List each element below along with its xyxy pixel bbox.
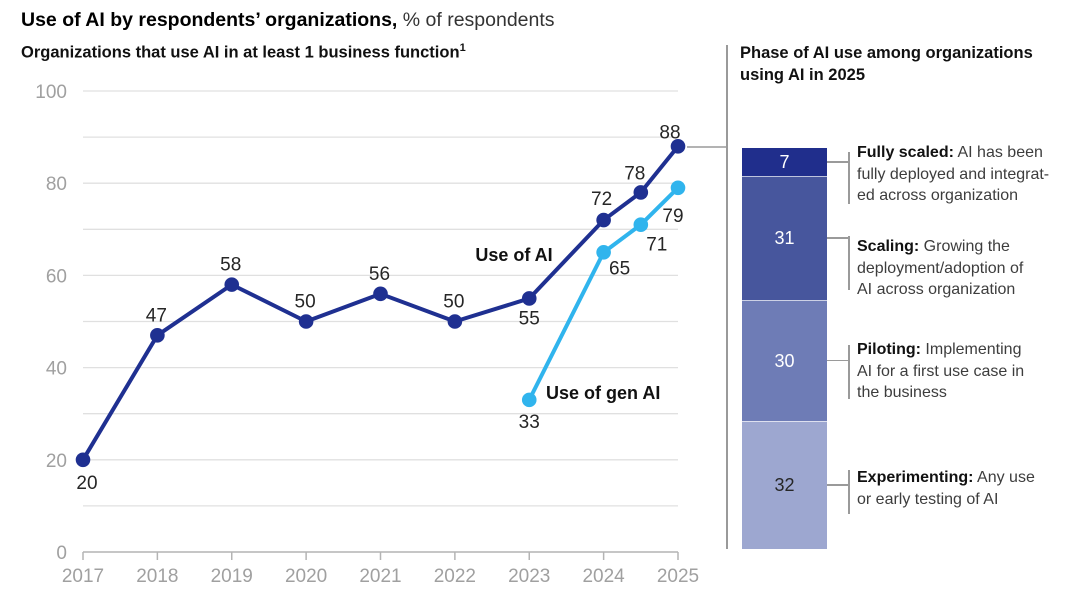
x-axis-tick-label: 2021 <box>359 566 401 587</box>
phase-connector-line <box>827 161 848 163</box>
data-point-label: 50 <box>443 292 464 313</box>
x-axis-tick-label: 2025 <box>657 566 699 587</box>
x-axis-tick-label: 2020 <box>285 566 327 587</box>
bar-segment-value: 30 <box>774 350 795 371</box>
data-point-label: 72 <box>591 189 612 210</box>
stacked-bar: 7 31 30 32 <box>742 148 827 549</box>
y-axis-tick-label: 100 <box>35 82 67 103</box>
phase-term: Scaling: <box>857 238 920 255</box>
y-axis-tick-label: 0 <box>56 543 67 564</box>
phase-label-fully-scaled: Fully scaled: AI has been fully deployed… <box>857 142 1080 207</box>
bar-segment-fully-scaled: 7 <box>742 148 827 177</box>
data-point-use-of-ai <box>596 212 611 228</box>
bar-segment-value: 32 <box>774 474 795 495</box>
data-point-label: 78 <box>624 163 645 184</box>
bar-segment-scaling: 31 <box>742 176 827 301</box>
page-title-unit: % of respondents <box>397 9 555 31</box>
series-label-use-of-ai: Use of AI <box>475 245 552 265</box>
chart-subtitle: Organizations that use AI in at least 1 … <box>21 42 466 63</box>
data-point-label: 56 <box>369 264 390 285</box>
phase-term: Experimenting: <box>857 469 974 486</box>
x-axis-tick-label: 2017 <box>62 566 104 587</box>
phase-term: Fully scaled: <box>857 144 954 161</box>
x-axis-tick-label: 2024 <box>582 566 625 587</box>
series-line-use-of-ai <box>81 144 680 462</box>
phase-bracket-line <box>848 236 850 290</box>
data-point-label: 65 <box>609 258 630 279</box>
data-point-use-of-ai <box>373 286 388 302</box>
x-axis-tick-label: 2022 <box>434 566 476 587</box>
data-point-label: 58 <box>220 255 241 276</box>
phase-connector-line <box>827 359 848 362</box>
data-point-use-of-gen-ai <box>521 392 537 408</box>
phase-connector-line <box>827 484 848 486</box>
phase-label-piloting: Piloting: Implementing AI for a first us… <box>857 339 1080 404</box>
data-point-use-of-ai <box>633 185 649 200</box>
y-axis-tick-label: 40 <box>46 359 67 380</box>
data-point-use-of-ai <box>447 314 463 329</box>
data-point-label: 88 <box>659 122 680 143</box>
bar-segment-experimenting: 32 <box>742 420 827 549</box>
data-point-use-of-ai <box>521 291 537 306</box>
bar-segment-value: 7 <box>779 151 790 172</box>
y-axis-tick-label: 60 <box>46 266 67 287</box>
data-point-label: 50 <box>295 292 316 313</box>
data-point-label: 55 <box>519 308 540 329</box>
bar-segment-piloting: 30 <box>742 300 827 421</box>
phase-description: Growing the deployment/adoption of AI ac… <box>857 238 1024 298</box>
data-point-label: 20 <box>76 473 97 494</box>
y-axis-tick-label: 20 <box>46 451 67 472</box>
phase-term: Piloting: <box>857 341 921 358</box>
phase-bracket-line <box>848 345 850 399</box>
phase-bracket-line <box>848 152 850 204</box>
data-point-use-of-ai <box>224 277 240 292</box>
data-point-use-of-ai <box>75 452 91 468</box>
x-axis-tick-label: 2023 <box>508 566 550 587</box>
y-axis-tick-label: 80 <box>46 174 67 195</box>
panel-divider-line <box>726 45 728 549</box>
phase-connector-line <box>827 237 848 239</box>
data-point-use-of-gen-ai <box>670 180 686 196</box>
x-axis-tick-label: 2019 <box>211 566 253 587</box>
panel-title: Phase of AI use among organizations usin… <box>740 44 1033 84</box>
page-title: Use of AI by respondents’ organizations,… <box>21 9 555 32</box>
footnote-marker: 1 <box>459 42 466 54</box>
phase-description: AI has been fully deployed and integrat-… <box>857 144 1050 204</box>
x-axis-tick-label: 2018 <box>136 566 178 587</box>
data-point-use-of-gen-ai <box>596 245 611 260</box>
data-point-use-of-ai <box>150 328 165 343</box>
phase-description: Implementing AI for a first use case in … <box>857 341 1025 401</box>
data-point-label: 71 <box>646 235 667 256</box>
data-point-label: 79 <box>662 206 683 227</box>
data-point-label: 47 <box>146 305 167 326</box>
data-point-use-of-ai <box>298 314 314 329</box>
data-point-use-of-gen-ai <box>633 217 649 232</box>
data-point-use-of-ai <box>670 139 686 154</box>
data-point-label: 33 <box>519 412 540 433</box>
series-line-use-of-gen-ai <box>527 185 680 402</box>
bar-segment-value: 31 <box>774 228 795 249</box>
phase-label-experimenting: Experimenting: Any use or early testing … <box>857 467 1080 510</box>
phase-label-scaling: Scaling: Growing the deployment/adoption… <box>857 236 1080 301</box>
chart-subtitle-text: Organizations that use AI in at least 1 … <box>21 43 460 62</box>
series-label-use-of-gen-ai: Use of gen AI <box>546 383 660 403</box>
phase-bracket-line <box>848 470 850 514</box>
page-title-main: Use of AI by respondents’ organizations, <box>21 9 398 31</box>
phase-description: Any use or early testing of AI <box>857 469 1035 508</box>
